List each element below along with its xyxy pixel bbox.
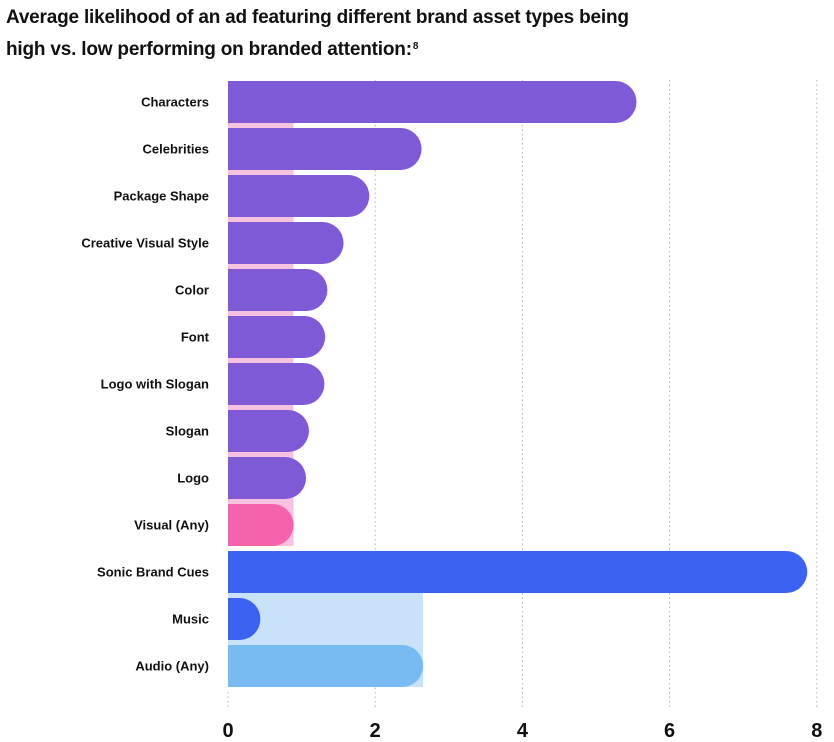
bar-font xyxy=(228,316,326,358)
bar-creative-visual-style xyxy=(228,222,344,264)
bar-slogan xyxy=(228,410,309,452)
x-tick-label-2: 2 xyxy=(370,720,381,742)
bar-package-shape xyxy=(228,175,370,217)
bar-visual-any xyxy=(228,504,294,546)
category-label-logo-with-slogan: Logo with Slogan xyxy=(101,377,209,392)
bar-logo-with-slogan xyxy=(228,363,325,405)
category-label-visual-any: Visual (Any) xyxy=(134,518,209,533)
category-label-celebrities: Celebrities xyxy=(143,142,209,157)
title-footnote: 8 xyxy=(412,41,419,52)
category-label-package-shape: Package Shape xyxy=(114,189,209,204)
bar-music xyxy=(228,598,261,640)
category-label-slogan: Slogan xyxy=(166,424,209,439)
bar-logo xyxy=(228,457,307,499)
category-label-sonic-brand-cues: Sonic Brand Cues xyxy=(97,565,209,580)
category-label-audio-any: Audio (Any) xyxy=(135,659,209,674)
bar-audio-any xyxy=(228,645,424,687)
category-label-logo: Logo xyxy=(177,471,209,486)
bar-celebrities xyxy=(228,128,422,170)
category-label-music: Music xyxy=(172,612,209,627)
bar-characters xyxy=(228,81,637,123)
category-label-color: Color xyxy=(175,283,209,298)
category-label-font: Font xyxy=(181,330,210,345)
bar-color xyxy=(228,269,328,311)
category-label-creative-visual-style: Creative Visual Style xyxy=(81,236,209,251)
chart-title-text: Average likelihood of an ad featuring di… xyxy=(6,7,629,60)
x-tick-label-4: 4 xyxy=(517,720,529,742)
category-label-characters: Characters xyxy=(141,95,209,110)
bar-sonic-brand-cues xyxy=(228,551,808,593)
x-tick-label-0: 0 xyxy=(222,720,233,742)
x-tick-label-8: 8 xyxy=(811,720,822,742)
chart-title: Average likelihood of an ad featuring di… xyxy=(6,3,646,64)
x-tick-label-6: 6 xyxy=(664,720,675,742)
